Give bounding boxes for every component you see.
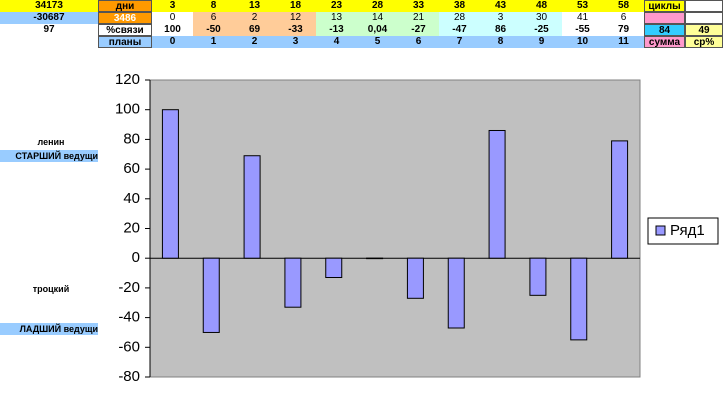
table-cell: 28 (357, 0, 398, 12)
table-cell: 8 (193, 0, 234, 12)
table-cell: циклы (644, 0, 685, 12)
y-tick-label: -20 (118, 279, 140, 296)
table-cell: 3 (275, 36, 316, 48)
table-cell: 86 (480, 24, 521, 36)
table-cell: 21 (398, 12, 439, 24)
table-cell: 6 (193, 12, 234, 24)
table-cell: 6 (603, 12, 644, 24)
y-tick-label: 100 (115, 101, 140, 118)
table-cell: 100 (152, 24, 193, 36)
side-label: СТАРШИЙ ведущи (0, 150, 98, 162)
legend-swatch (655, 225, 666, 236)
table-cell: 0 (152, 12, 193, 24)
bar (406, 257, 424, 299)
y-tick-label: 0 (132, 249, 140, 266)
table-cell: 48 (521, 0, 562, 12)
table-cell: -27 (398, 24, 439, 36)
table-cell: 3486 (98, 12, 152, 24)
bar (447, 257, 465, 329)
table-cell: 79 (603, 24, 644, 36)
table-cell: 84 (644, 24, 685, 36)
table-cell: 53 (562, 0, 603, 12)
table-cell: 3 (152, 0, 193, 12)
table-cell: 13 (234, 0, 275, 12)
bar (161, 109, 179, 259)
table-cell: 41 (562, 12, 603, 24)
legend-label: Ряд1 (670, 222, 705, 239)
table-cell: 8 (480, 36, 521, 48)
bar (284, 257, 302, 308)
table-cell: 49 (685, 24, 723, 36)
table-cell: 14 (357, 12, 398, 24)
table-cell: 34173 (0, 0, 98, 12)
y-tick-label: 40 (123, 190, 140, 207)
y-tick-label: 120 (115, 71, 140, 88)
table-cell: планы (98, 36, 152, 48)
side-label: ЛАДШИЙ ведущи (0, 323, 98, 335)
table-cell: 1 (193, 36, 234, 48)
side-label: троцкий (32, 284, 70, 294)
plot-area (149, 79, 641, 378)
table-cell: 4 (316, 36, 357, 48)
table-cell: 38 (439, 0, 480, 12)
table-cell: 13 (316, 12, 357, 24)
table-cell: 69 (234, 24, 275, 36)
table-cell: -13 (316, 24, 357, 36)
table-cell: -30687 (0, 12, 98, 24)
y-tick-label: 20 (123, 219, 140, 236)
table-cell: 3 (480, 12, 521, 24)
side-label: ленин (37, 137, 65, 147)
table-cell: %связи (98, 24, 152, 36)
y-tick-label: -80 (118, 368, 140, 385)
table-cell: 2 (234, 12, 275, 24)
y-tick-label: 80 (123, 130, 140, 147)
table-cell: 33 (398, 0, 439, 12)
bar (529, 257, 547, 296)
table-cell: -47 (439, 24, 480, 36)
table-cell: 10 (562, 36, 603, 48)
table-cell: 7 (439, 36, 480, 48)
bar (488, 129, 506, 259)
table-cell: 0,04 (357, 24, 398, 36)
bar (611, 140, 629, 259)
table-cell: 28 (439, 12, 480, 24)
table-cell (0, 36, 98, 48)
table-cell: -50 (193, 24, 234, 36)
table-cell: -25 (521, 24, 562, 36)
table-cell: 97 (0, 24, 98, 36)
table-cell: ср% (685, 36, 723, 48)
table-cell: 30 (521, 12, 562, 24)
table-cell: 9 (521, 36, 562, 48)
table-cell: -33 (275, 24, 316, 36)
table-cell: 2 (234, 36, 275, 48)
table-cell: 6 (398, 36, 439, 48)
table-cell: 58 (603, 0, 644, 12)
table-cell (644, 12, 685, 24)
table-cell: 11 (603, 36, 644, 48)
y-tick-label: 60 (123, 160, 140, 177)
y-tick-label: -60 (118, 338, 140, 355)
bar (202, 257, 220, 333)
table-cell: -55 (562, 24, 603, 36)
bar (366, 257, 384, 260)
table-cell: 0 (152, 36, 193, 48)
bar (325, 257, 343, 279)
bar (570, 257, 588, 341)
table-cell: сумма (644, 36, 685, 48)
table-cell: 12 (275, 12, 316, 24)
y-tick-label: -40 (118, 309, 140, 326)
table-cell: 43 (480, 0, 521, 12)
table-cell: 18 (275, 0, 316, 12)
table-cell: 23 (316, 0, 357, 12)
table-cell: дни (98, 0, 152, 12)
table-cell: 5 (357, 36, 398, 48)
bar (243, 155, 261, 259)
